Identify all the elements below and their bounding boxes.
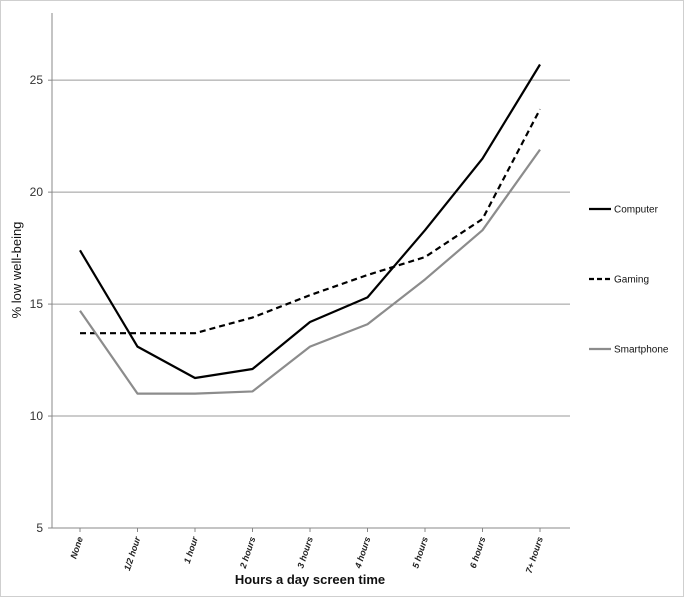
x-axis-title: Hours a day screen time bbox=[235, 572, 385, 587]
y-axis-ticks: 5 10 15 20 25 bbox=[30, 73, 52, 535]
x-tick-label: 1 hour bbox=[182, 535, 200, 565]
y-tick-label: 10 bbox=[30, 409, 44, 423]
x-tick-label: 5 hours bbox=[410, 536, 430, 570]
x-tick-label: 4 hours bbox=[353, 536, 373, 571]
legend-label-smartphone: Smartphone bbox=[614, 345, 669, 356]
y-tick-label: 15 bbox=[30, 297, 44, 311]
x-tick-label: 6 hours bbox=[468, 536, 488, 570]
legend-label-computer: Computer bbox=[614, 205, 659, 216]
x-tick-label: 2 hours bbox=[238, 536, 258, 571]
legend-label-gaming: Gaming bbox=[614, 275, 649, 286]
x-tick-label: 7+ hours bbox=[524, 536, 545, 575]
series-line-computer bbox=[79, 63, 541, 380]
y-axis-title: % low well-being bbox=[9, 222, 24, 319]
series-lines bbox=[79, 63, 541, 395]
series-line-smartphone bbox=[79, 148, 541, 395]
series-line-gaming bbox=[80, 108, 541, 335]
y-tick-label: 25 bbox=[30, 73, 44, 87]
y-tick-label: 5 bbox=[36, 521, 43, 535]
legend: Computer Gaming Smartphone bbox=[589, 205, 669, 356]
x-axis-ticks: None 1/2 hour 1 hour 2 hours 3 hours 4 hours 5… bbox=[68, 528, 545, 575]
x-tick-label: 3 hours bbox=[295, 536, 315, 570]
x-tick-label: 1/2 hour bbox=[122, 535, 142, 572]
gridlines bbox=[52, 79, 570, 417]
x-tick-label: None bbox=[68, 536, 84, 560]
y-tick-label: 20 bbox=[30, 185, 44, 199]
